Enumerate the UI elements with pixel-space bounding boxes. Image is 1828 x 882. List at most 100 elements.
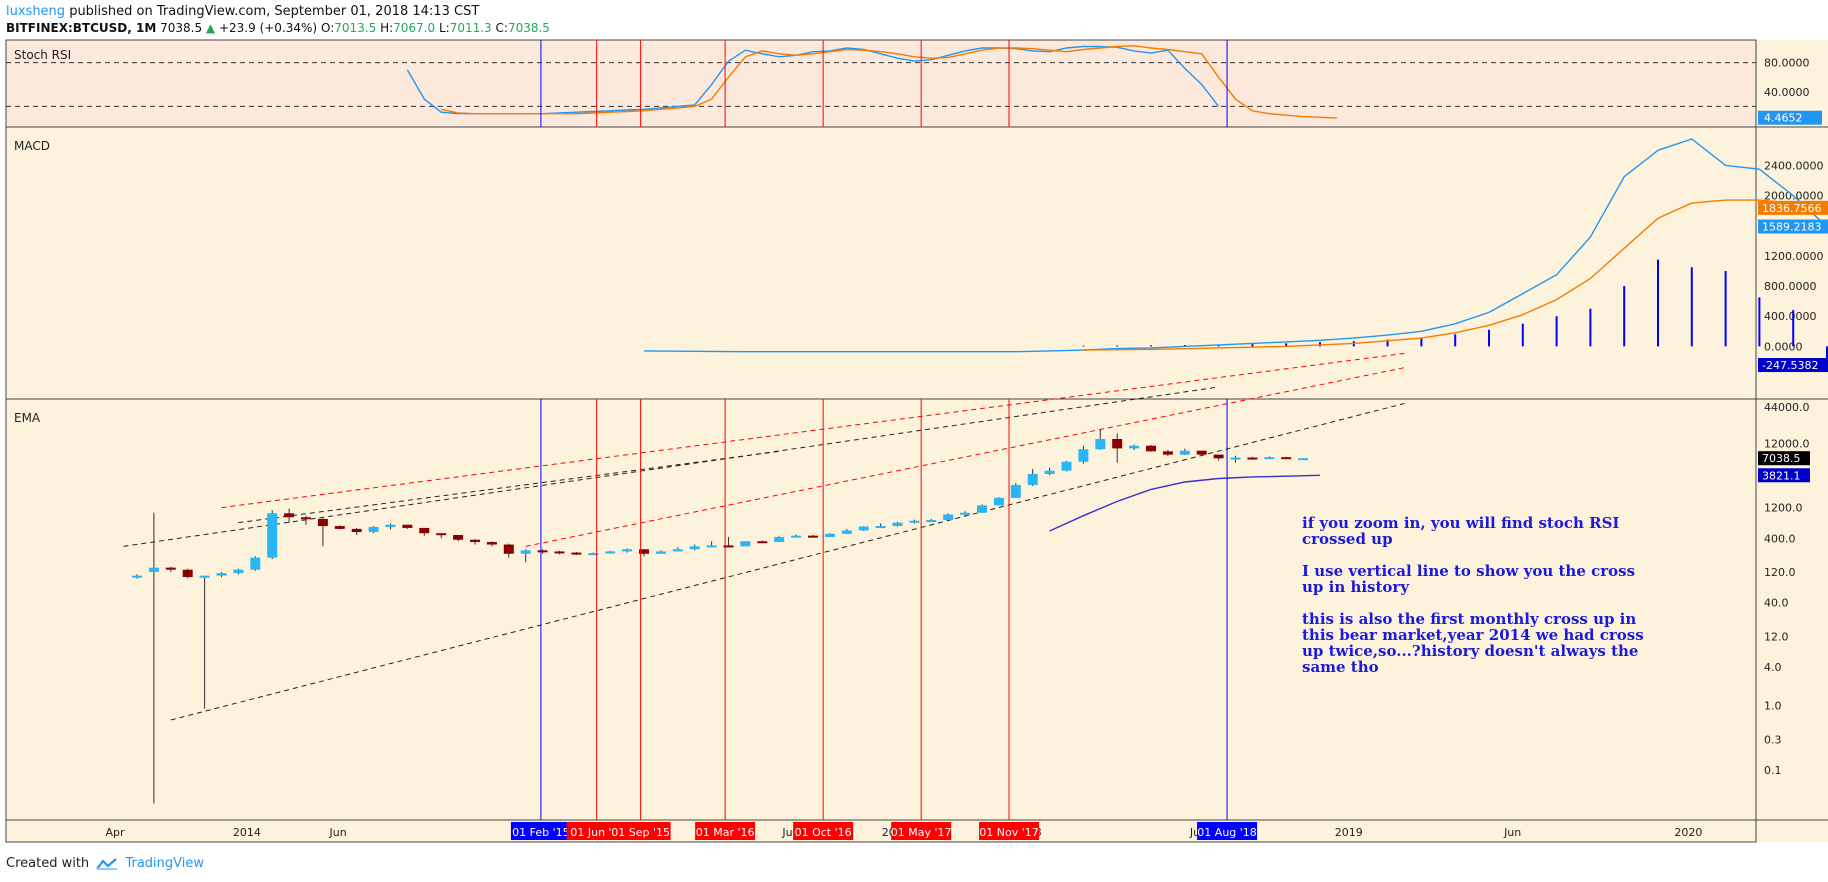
created-with-text: Created with xyxy=(6,856,90,871)
candle-up xyxy=(1061,461,1072,471)
price-tick-label: 12000.0 xyxy=(1764,437,1810,450)
annotation-text: I use vertical line to show you the cros… xyxy=(1302,562,1635,580)
candle-down xyxy=(537,550,548,553)
candle-down xyxy=(571,552,582,555)
cross-up-date-label: 01 Nov '17 xyxy=(979,826,1038,839)
cross-up-date-label: 01 May '17 xyxy=(891,826,952,839)
candle-up xyxy=(1129,445,1140,449)
candle-up xyxy=(672,549,683,552)
candle-down xyxy=(1213,454,1224,459)
candle-down xyxy=(757,541,768,544)
macd-last-value-badge xyxy=(1758,200,1828,215)
candle-down xyxy=(284,513,295,518)
cross-up-date-badge xyxy=(1197,822,1258,840)
annotation-text: if you zoom in, you will find stoch RSI xyxy=(1302,514,1619,532)
candle-up xyxy=(199,575,210,578)
candle-up xyxy=(858,526,869,531)
candle-up xyxy=(1179,450,1190,455)
high-label: H: xyxy=(380,21,394,35)
candle-down xyxy=(639,549,649,554)
candle-down xyxy=(317,518,328,527)
candle-up xyxy=(824,533,835,537)
symbol-name: BITFINEX:BTCUSD, 1M xyxy=(6,21,157,35)
candle-up xyxy=(622,549,633,552)
cross-up-date-badge xyxy=(510,822,571,840)
candle-down xyxy=(182,569,193,578)
price-tick-label: 0.3 xyxy=(1764,733,1782,746)
candle-down xyxy=(334,526,345,529)
candle-up xyxy=(385,524,396,527)
price-tick-label: 1.0 xyxy=(1764,700,1782,713)
candle-down xyxy=(1112,438,1123,449)
candle-up xyxy=(841,530,852,534)
candle-down xyxy=(1162,451,1173,455)
price-tick-label: 1200.0 xyxy=(1764,502,1803,515)
footer: Created with TradingView xyxy=(6,856,204,871)
macd-last-value-badge xyxy=(1758,358,1828,373)
time-axis xyxy=(6,820,1756,842)
macd-tick-label: 800.0000 xyxy=(1764,280,1817,293)
macd-tick-label: 0.0000 xyxy=(1764,340,1803,353)
time-tick-label: 2020 xyxy=(1674,826,1702,839)
author-link[interactable]: luxsheng xyxy=(6,4,66,19)
candle-up xyxy=(689,546,700,550)
price-tick-label: 40.0 xyxy=(1764,597,1789,610)
macd-pane xyxy=(6,127,1756,399)
candle-up xyxy=(1095,438,1106,450)
annotation-text: this is also the first monthly cross up … xyxy=(1302,610,1636,628)
candle-down xyxy=(503,544,514,554)
macd-last-value: -247.5382 xyxy=(1762,359,1818,372)
candle-down xyxy=(436,533,447,536)
candle-up xyxy=(740,541,751,547)
tradingview-link[interactable]: TradingView xyxy=(125,856,204,871)
price-pane xyxy=(6,399,1756,820)
stoch-tick-label: 40.0000 xyxy=(1764,86,1810,99)
high-value: 7067.0 xyxy=(393,21,436,35)
annotation-text: up twice,so...?history doesn't always th… xyxy=(1302,642,1638,660)
trend-line xyxy=(525,367,1405,547)
stoch-last-value: 4.4652 xyxy=(1764,112,1803,125)
candle-down xyxy=(419,527,430,534)
cross-up-date-label: 01 Feb '15 xyxy=(512,826,570,839)
price-tick-label: 120.0 xyxy=(1764,566,1796,579)
cross-up-date-label: 01 Jun '1! xyxy=(570,826,623,839)
candle-up xyxy=(250,557,261,570)
candle-down xyxy=(554,551,565,554)
last-price: 7038.5 xyxy=(160,21,203,35)
macd-last-value: 1836.7566 xyxy=(1762,202,1822,215)
time-tick-label: Apr xyxy=(106,826,126,839)
stoch-d-line xyxy=(441,45,1337,119)
close-value: 7038.5 xyxy=(507,21,550,35)
candle-up xyxy=(1010,484,1021,498)
candle-up xyxy=(977,505,987,513)
candle-up xyxy=(892,522,903,527)
price-last-value: 3821.1 xyxy=(1762,469,1801,482)
price-change: +23.9 (+0.34%) xyxy=(218,21,318,35)
time-tick-label: Ju xyxy=(1189,826,1200,839)
candle-up xyxy=(655,551,666,554)
price-tick-label: 4.0 xyxy=(1764,661,1782,674)
cross-up-date-badge xyxy=(610,822,671,840)
candle-up xyxy=(706,545,717,548)
candle-up xyxy=(148,567,159,572)
time-tick-label: Jun xyxy=(1503,826,1521,839)
candle-up xyxy=(875,526,886,529)
symbol-info: BITFINEX:BTCUSD, 1M 7038.5 ▲ +23.9 (+0.3… xyxy=(6,21,550,35)
trend-line xyxy=(221,352,1405,509)
candle-up xyxy=(1298,458,1309,461)
candle-up xyxy=(774,536,785,543)
macd-signal-line xyxy=(1083,199,1828,351)
low-label: L: xyxy=(438,21,450,35)
macd-last-value-badge xyxy=(1758,219,1828,234)
cross-up-date-label: 01 Aug '18 xyxy=(1197,826,1257,839)
cross-up-date-badge xyxy=(695,822,756,840)
price-tick-label: 44000.0 xyxy=(1764,401,1810,414)
stoch-tick-label: 80.0000 xyxy=(1764,57,1810,70)
candle-down xyxy=(470,539,480,543)
candle-up xyxy=(1027,473,1038,485)
candle-down xyxy=(1146,445,1156,452)
candle-down xyxy=(165,567,176,570)
candle-down xyxy=(301,517,311,520)
macd-title: MACD xyxy=(14,139,50,153)
